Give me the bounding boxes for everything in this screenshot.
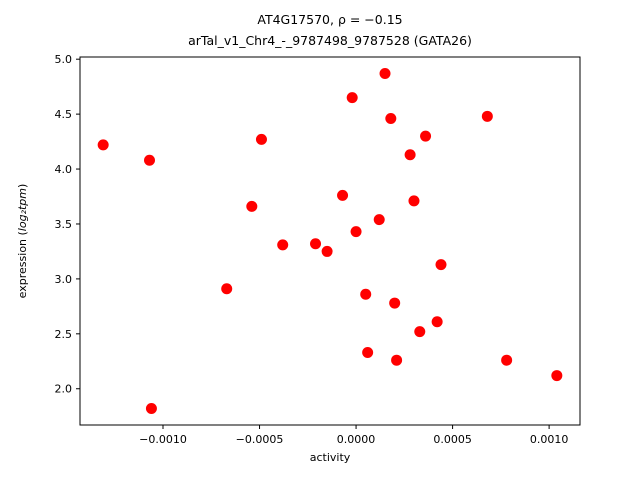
- data-point: [337, 189, 349, 201]
- x-tick-label: −0.0005: [236, 433, 284, 446]
- data-point: [97, 139, 109, 151]
- data-point: [246, 200, 258, 212]
- chart-title-line2: arTal_v1_Chr4_-_9787498_9787528 (GATA26): [188, 33, 472, 48]
- y-tick-label: 4.5: [55, 108, 73, 121]
- data-point: [362, 346, 374, 358]
- y-tick-label: 2.0: [55, 383, 73, 396]
- data-point: [221, 283, 233, 295]
- plot-frame: [79, 56, 581, 426]
- x-axis-label: activity: [310, 451, 351, 464]
- data-point: [373, 214, 385, 226]
- data-point: [404, 149, 416, 161]
- x-tick-label: 0.0010: [530, 433, 569, 446]
- y-tick-label: 3.5: [55, 218, 73, 231]
- data-point: [551, 370, 563, 382]
- data-point: [481, 110, 493, 122]
- data-point: [379, 67, 391, 79]
- data-point: [420, 130, 432, 142]
- data-point: [360, 288, 372, 300]
- data-point: [385, 113, 397, 125]
- data-points: [97, 67, 563, 415]
- data-point: [501, 354, 513, 366]
- data-point: [346, 92, 358, 104]
- data-point: [350, 226, 362, 238]
- x-tick-label: 0.0000: [337, 433, 376, 446]
- y-tick-label: 2.5: [55, 328, 73, 341]
- y-tick-label: 5.0: [55, 53, 73, 66]
- data-point: [389, 297, 401, 309]
- data-point: [255, 133, 267, 145]
- x-tick-label: −0.0010: [139, 433, 187, 446]
- data-point: [414, 326, 426, 338]
- data-point: [310, 238, 322, 250]
- y-axis-label: expression (log₂tpm): [16, 184, 29, 299]
- x-tick-label: 0.0005: [433, 433, 472, 446]
- data-point: [143, 154, 155, 166]
- y-tick-label: 3.0: [55, 273, 73, 286]
- data-point: [277, 239, 289, 251]
- y-tick-label: 4.0: [55, 163, 73, 176]
- data-point: [391, 354, 403, 366]
- data-point: [145, 403, 157, 415]
- data-point: [435, 259, 447, 271]
- chart-title-line1: AT4G17570, ρ = −0.15: [257, 12, 402, 27]
- axes: [76, 56, 581, 429]
- data-point: [321, 245, 333, 257]
- data-point: [431, 316, 443, 328]
- tick-labels: −0.0010 −0.0005 0.0000 0.0005 0.0010 2.0 2.5 3.…: [55, 53, 569, 446]
- data-point: [408, 195, 420, 207]
